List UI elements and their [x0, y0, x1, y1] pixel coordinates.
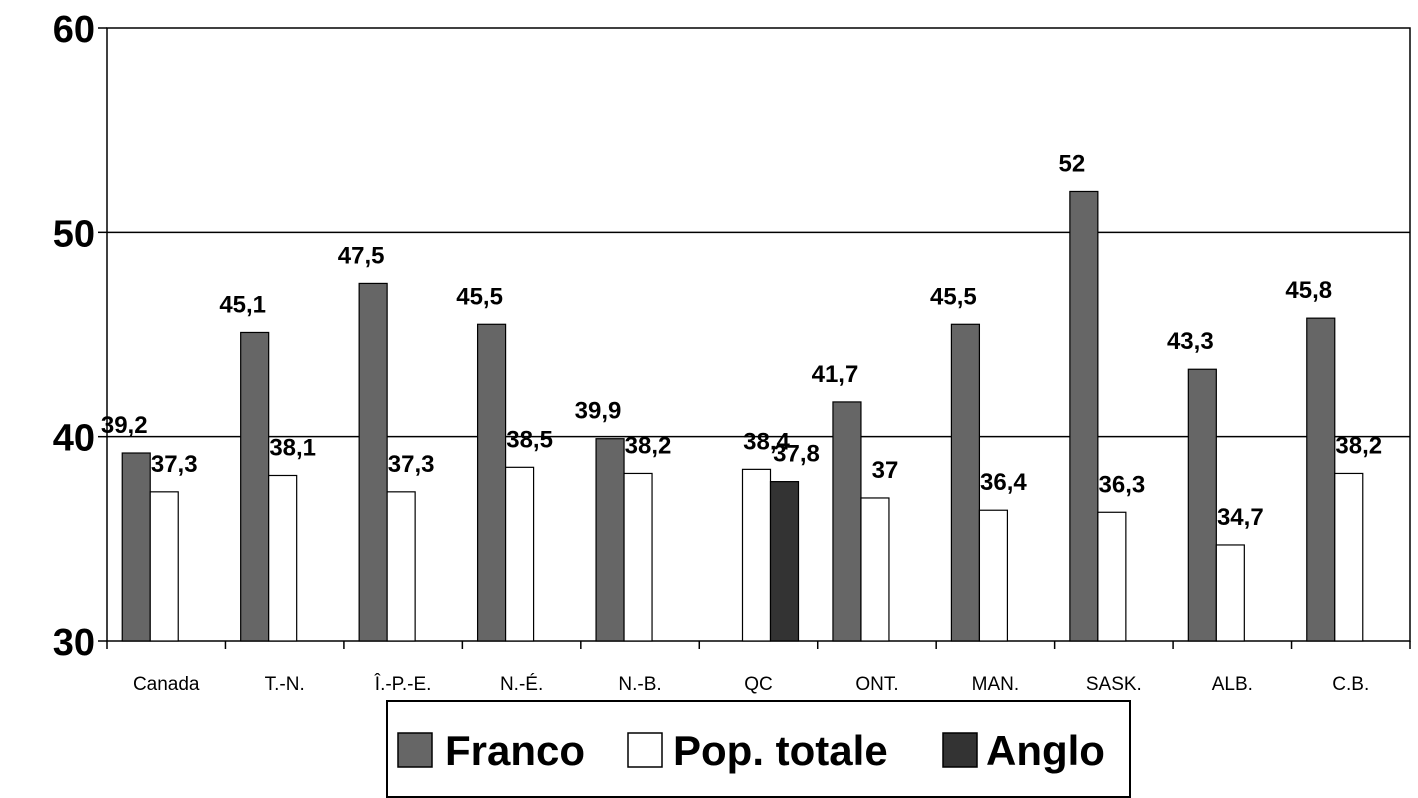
y-tick-label: 50 [53, 213, 95, 255]
data-label: 38,2 [625, 432, 672, 459]
data-label: 39,2 [101, 412, 148, 439]
bars [121, 190, 1364, 642]
data-label: 38,2 [1335, 432, 1382, 459]
data-label: 37,8 [773, 441, 820, 468]
data-label: 38,1 [269, 434, 316, 461]
bar-pop-totale-2 [386, 491, 416, 642]
bar-franco-0 [121, 452, 151, 642]
x-tick-label: ALB. [1212, 674, 1253, 695]
data-label: 45,5 [930, 283, 977, 310]
legend-box [386, 700, 1131, 798]
bar-pop-totale-6 [860, 497, 890, 642]
x-tick-label: N.-B. [618, 674, 661, 695]
axes: 30 40 50 60 Canada T.-N. Î.-P.-E. N.-É. N.-B. QC O… [53, 9, 1411, 695]
bar-franco-4 [595, 438, 625, 642]
bar-pop-totale-3 [504, 466, 535, 642]
bar-franco-9 [1187, 368, 1217, 642]
data-label: 47,5 [338, 242, 385, 269]
legend-label: Anglo [986, 727, 1105, 774]
bar-franco-3 [476, 323, 507, 642]
x-tick-label: Canada [133, 674, 200, 695]
bar-pop-totale-5 [741, 468, 772, 642]
data-label: 37 [872, 457, 899, 484]
data-label: 52 [1059, 150, 1086, 177]
legend-swatch-pop-totale [627, 732, 663, 768]
x-tick-label: T.-N. [265, 674, 305, 695]
bar-pop-totale-9 [1215, 544, 1245, 642]
data-label: 34,7 [1217, 504, 1264, 531]
data-labels: 39,237,345,138,147,537,345,538,539,938,2… [101, 150, 1382, 530]
y-tick-label: 40 [53, 418, 95, 460]
bar-pop-totale-4 [623, 472, 653, 642]
x-tick-label: SASK. [1086, 674, 1142, 695]
x-tick-label: N.-É. [500, 674, 543, 695]
data-label: 37,3 [388, 451, 435, 478]
data-label: 38,4 [743, 428, 790, 455]
bar-pop-totale-10 [1334, 472, 1364, 642]
legend: Franco Pop. totale Anglo [386, 700, 1131, 798]
data-label: 45,1 [219, 291, 266, 318]
legend-label: Pop. totale [673, 727, 888, 774]
bar-franco-2 [358, 282, 388, 642]
x-tick-label: QC [744, 674, 773, 695]
data-label: 43,3 [1167, 328, 1214, 355]
x-tick-label: Î.-P.-E. [374, 673, 432, 695]
data-label: 45,5 [456, 283, 503, 310]
y-tick-label: 30 [53, 622, 95, 664]
bar-franco-7 [950, 323, 981, 642]
data-label: 45,8 [1285, 277, 1332, 304]
bar-pop-totale-8 [1097, 511, 1127, 642]
legend-swatch-anglo [942, 732, 978, 768]
bar-anglo-5 [769, 481, 800, 642]
data-label: 37,3 [151, 451, 198, 478]
data-label: 39,9 [575, 398, 622, 425]
x-tick-label: C.B. [1332, 674, 1369, 695]
x-tick-label: ONT. [855, 674, 898, 695]
data-label: 36,4 [980, 469, 1027, 496]
legend-swatch-franco [397, 732, 433, 768]
x-tick-label: MAN. [972, 674, 1020, 695]
data-label: 38,5 [506, 426, 553, 453]
bar-franco-6 [832, 401, 862, 642]
bar-pop-totale-1 [268, 474, 298, 642]
y-tick-label: 60 [53, 9, 95, 51]
bar-pop-totale-7 [978, 509, 1009, 642]
bar-franco-8 [1069, 190, 1099, 642]
bar-franco-10 [1306, 317, 1336, 642]
legend-label: Franco [445, 727, 585, 774]
data-label: 41,7 [812, 361, 859, 388]
bar-pop-totale-0 [149, 491, 179, 642]
data-label: 36,3 [1099, 471, 1146, 498]
bar-franco-1 [240, 331, 270, 642]
